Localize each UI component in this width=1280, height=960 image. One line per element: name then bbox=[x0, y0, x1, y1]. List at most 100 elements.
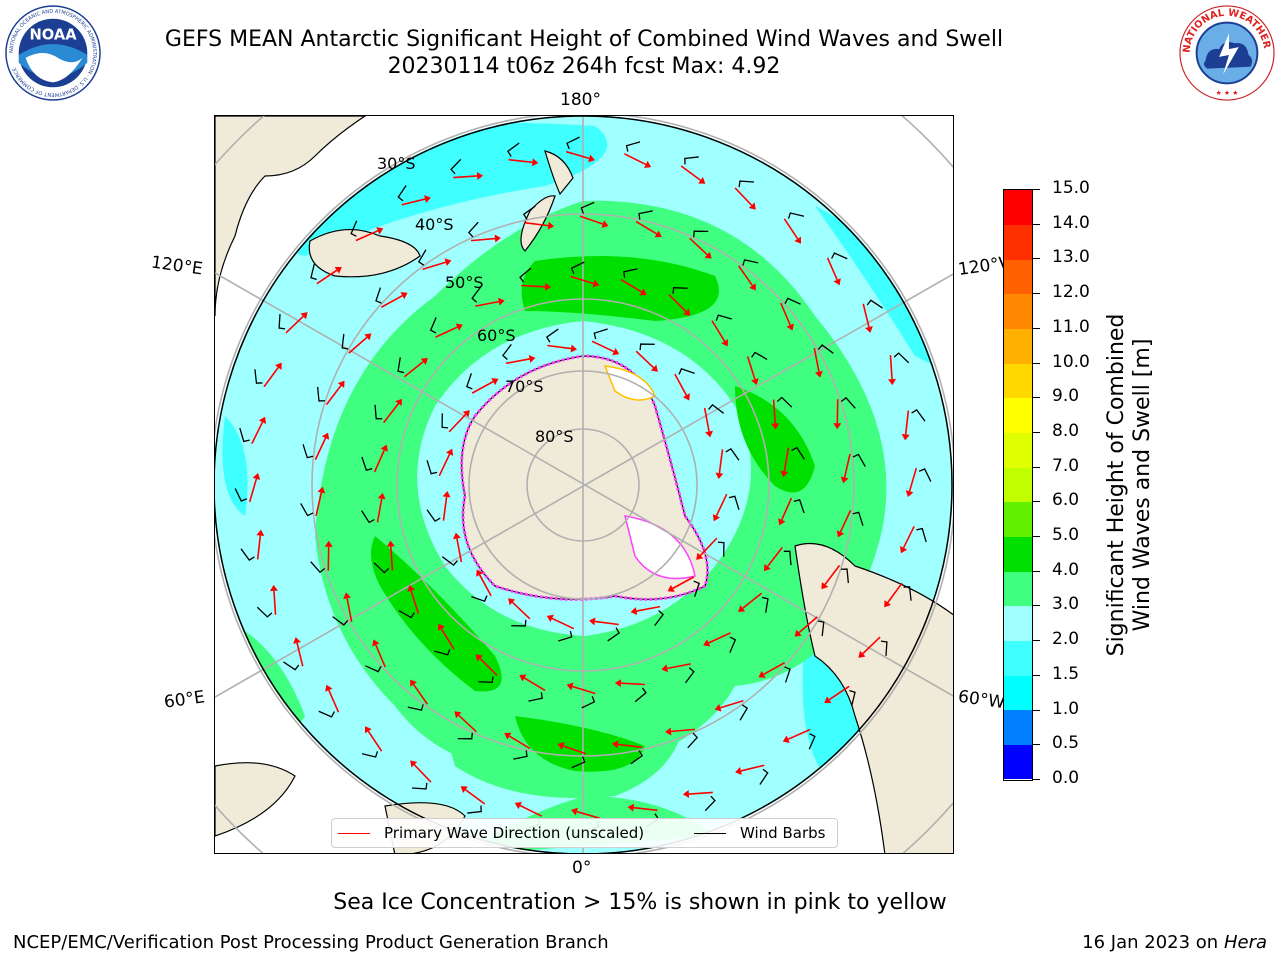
colorbar-segment bbox=[1004, 536, 1032, 572]
wave-arrow-head bbox=[519, 674, 527, 682]
wave-arrow-head bbox=[557, 742, 565, 750]
colorbar-tick bbox=[1033, 605, 1040, 607]
wave-arrow-head bbox=[544, 282, 552, 291]
lon-label-0: 0° bbox=[572, 858, 592, 878]
colorbar-tick-label: 3.0 bbox=[1052, 594, 1080, 615]
wave-arrow-head bbox=[712, 514, 721, 522]
colorbar-tick bbox=[1033, 397, 1040, 399]
wind-barb bbox=[784, 666, 791, 683]
colorbar-tick bbox=[1033, 674, 1040, 676]
map-canvas: 30°S 40°S 50°S 60°S 70°S 80°S bbox=[215, 116, 953, 853]
wave-arrow-head bbox=[372, 639, 380, 647]
wave-arrow-head bbox=[705, 430, 713, 438]
wave-arrow-head bbox=[455, 323, 463, 331]
graticule bbox=[215, 116, 953, 853]
wave-arrow-head bbox=[698, 176, 706, 184]
wave-arrow bbox=[887, 582, 903, 604]
wave-arrow-head bbox=[735, 767, 742, 775]
wave-arrow-head bbox=[546, 614, 554, 623]
wind-barb bbox=[502, 343, 512, 360]
colorbar-tick-label: 1.5 bbox=[1052, 663, 1080, 684]
wave-arrow bbox=[908, 467, 918, 492]
wind-barb bbox=[471, 286, 482, 303]
map-legend: Primary Wave Direction (unscaled) Wind B… bbox=[331, 818, 838, 848]
wave-arrow bbox=[346, 598, 353, 623]
legend-wave-dir: Primary Wave Direction (unscaled) bbox=[338, 824, 644, 842]
wave-arrow-head bbox=[438, 623, 445, 631]
wave-arrow bbox=[828, 685, 850, 701]
wave-arrow-head bbox=[738, 605, 746, 612]
wave-arrow bbox=[376, 498, 383, 523]
wave-arrow-head bbox=[654, 230, 662, 238]
colorbar-segment bbox=[1004, 328, 1032, 364]
wind-barb bbox=[793, 499, 805, 514]
nws-stars-icon: ★ ★ ★ bbox=[1216, 89, 1239, 97]
wave-arrow bbox=[315, 492, 323, 517]
wave-arrow bbox=[635, 220, 658, 235]
wave-arrow-head bbox=[454, 711, 462, 719]
wind-barb bbox=[302, 444, 314, 459]
colorbar-tick bbox=[1033, 640, 1040, 642]
wave-arrow bbox=[375, 644, 386, 668]
wave-arrow bbox=[316, 269, 338, 285]
wave-arrow-head bbox=[256, 529, 265, 537]
wave-arrow bbox=[442, 496, 448, 521]
wave-arrow bbox=[565, 150, 590, 160]
wind-barb bbox=[318, 710, 335, 718]
wave-arrow-head bbox=[325, 684, 333, 692]
wind-barb bbox=[817, 344, 834, 354]
wave-arrow bbox=[273, 590, 277, 615]
wind-barb bbox=[441, 556, 458, 566]
wave-arrow-head bbox=[771, 423, 780, 430]
wave-arrow bbox=[285, 315, 304, 334]
wave-arrow-head bbox=[748, 202, 756, 210]
polar-map: 30°S 40°S 50°S 60°S 70°S 80°S bbox=[214, 115, 954, 854]
wind-barb bbox=[625, 141, 641, 152]
wave-arrow-head bbox=[794, 629, 802, 637]
wave-arrow bbox=[798, 616, 818, 634]
wind-barb bbox=[817, 620, 825, 637]
wave-arrow-head bbox=[905, 490, 914, 497]
colorbar-segment bbox=[1004, 259, 1032, 295]
wave-arrow-head bbox=[269, 584, 278, 592]
wave-arrow-head bbox=[782, 735, 790, 743]
wave-arrow bbox=[478, 574, 492, 597]
wind-barb bbox=[751, 351, 768, 360]
nws-logo: NATIONAL WEATHER SERVICE ★ ★ ★ bbox=[1178, 4, 1275, 101]
wind-barb bbox=[310, 263, 317, 281]
wave-arrow-head bbox=[444, 258, 452, 267]
wind-barb bbox=[350, 220, 358, 237]
sea-ice-edge bbox=[460, 354, 709, 601]
wave-arrow bbox=[783, 218, 799, 240]
wind-barb bbox=[361, 456, 373, 471]
wave-arrow bbox=[519, 804, 543, 817]
wave-arrow bbox=[562, 745, 587, 755]
wave-arrow bbox=[746, 356, 756, 380]
wave-arrow-head bbox=[424, 195, 431, 203]
wave-arrow-head bbox=[504, 732, 512, 740]
wave-arrow bbox=[672, 576, 695, 590]
colorbar-segment bbox=[1004, 293, 1032, 330]
wave-arrow-head bbox=[888, 378, 897, 386]
wave-arrow-head bbox=[462, 410, 470, 418]
wind-barb bbox=[580, 201, 595, 214]
colorbar-segment bbox=[1004, 605, 1032, 641]
wind-barb bbox=[467, 221, 479, 238]
wave-arrow-head bbox=[566, 682, 574, 691]
wave-arrow-head bbox=[274, 362, 282, 370]
colorbar-tick bbox=[1033, 362, 1040, 364]
wind-barb bbox=[708, 404, 725, 414]
colorbar-tick-label: 1.0 bbox=[1052, 698, 1080, 719]
wave-arrow-head bbox=[786, 323, 794, 331]
colorbar-tick bbox=[1033, 779, 1040, 780]
wave-arrow-head bbox=[824, 696, 832, 704]
wave-arrow-head bbox=[300, 312, 308, 320]
wave-arrow bbox=[843, 453, 851, 478]
wave-arrow-head bbox=[884, 600, 892, 608]
lat-label-40s: 40°S bbox=[415, 215, 454, 234]
colorbar-tick-label: 5.0 bbox=[1052, 525, 1080, 546]
wave-arrow bbox=[508, 735, 531, 750]
wind-barb bbox=[808, 733, 816, 750]
wave-arrow bbox=[505, 358, 530, 365]
wave-arrow-head bbox=[714, 703, 722, 712]
